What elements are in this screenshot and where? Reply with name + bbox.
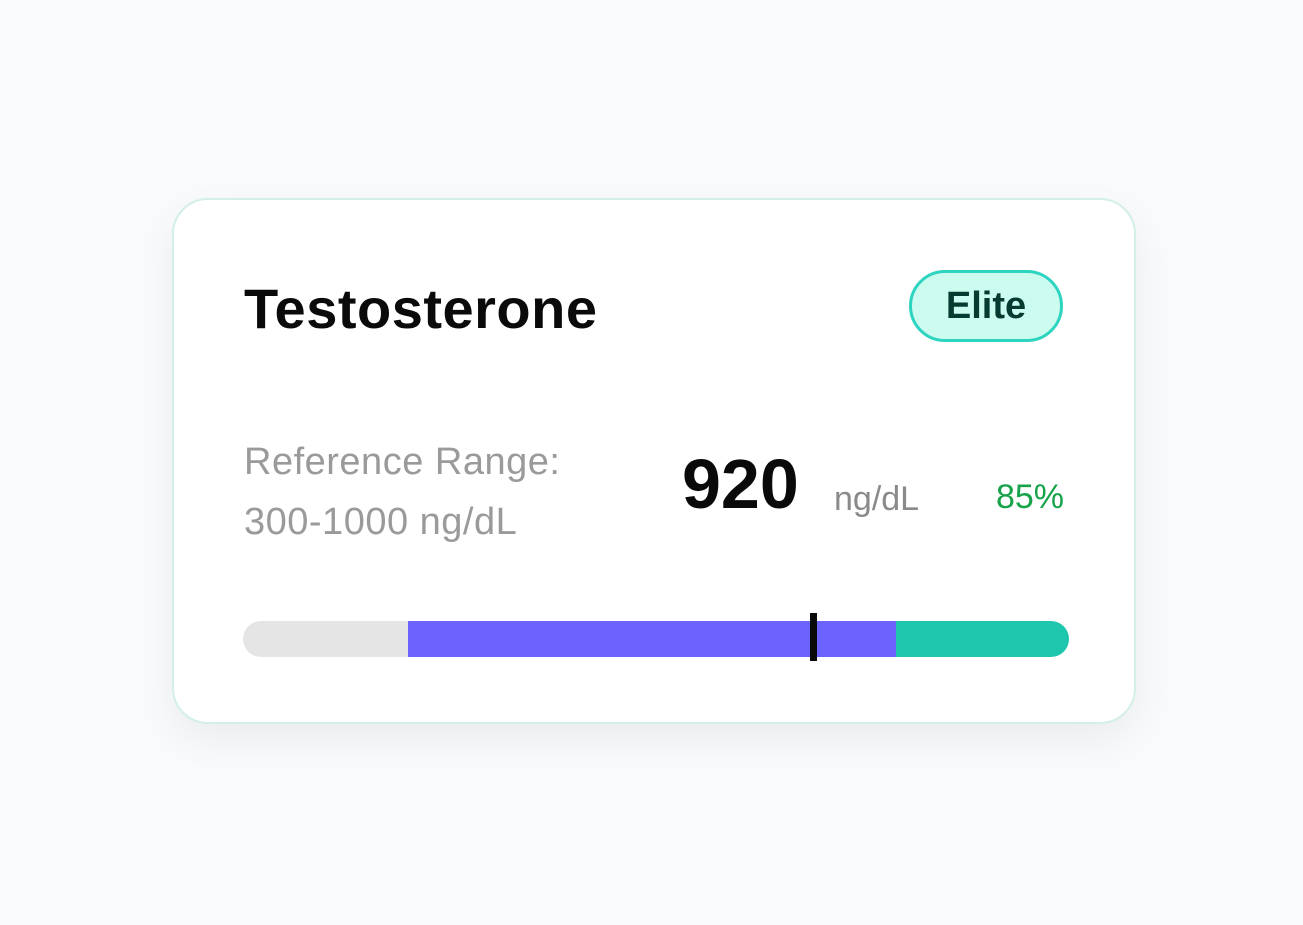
range-segment-elite: [895, 621, 1069, 657]
value-marker: [809, 613, 817, 661]
biomarker-title: Testosterone: [244, 277, 598, 340]
range-bar: [243, 621, 1069, 657]
range-segment-normal: [408, 621, 896, 657]
biomarker-card: Testosterone Elite Reference Range: 300-…: [172, 198, 1136, 724]
reference-range-label: Reference Range:: [244, 441, 561, 483]
percentile: 85%: [995, 478, 1064, 516]
reference-range-value: 300-1000 ng/dL: [244, 501, 518, 543]
status-badge: Elite: [909, 270, 1063, 342]
range-segment-low: [243, 621, 409, 657]
reference-range: Reference Range: 300-1000 ng/dL: [244, 432, 560, 552]
biomarker-value: 920: [682, 445, 799, 523]
biomarker-unit: ng/dL: [834, 480, 920, 518]
